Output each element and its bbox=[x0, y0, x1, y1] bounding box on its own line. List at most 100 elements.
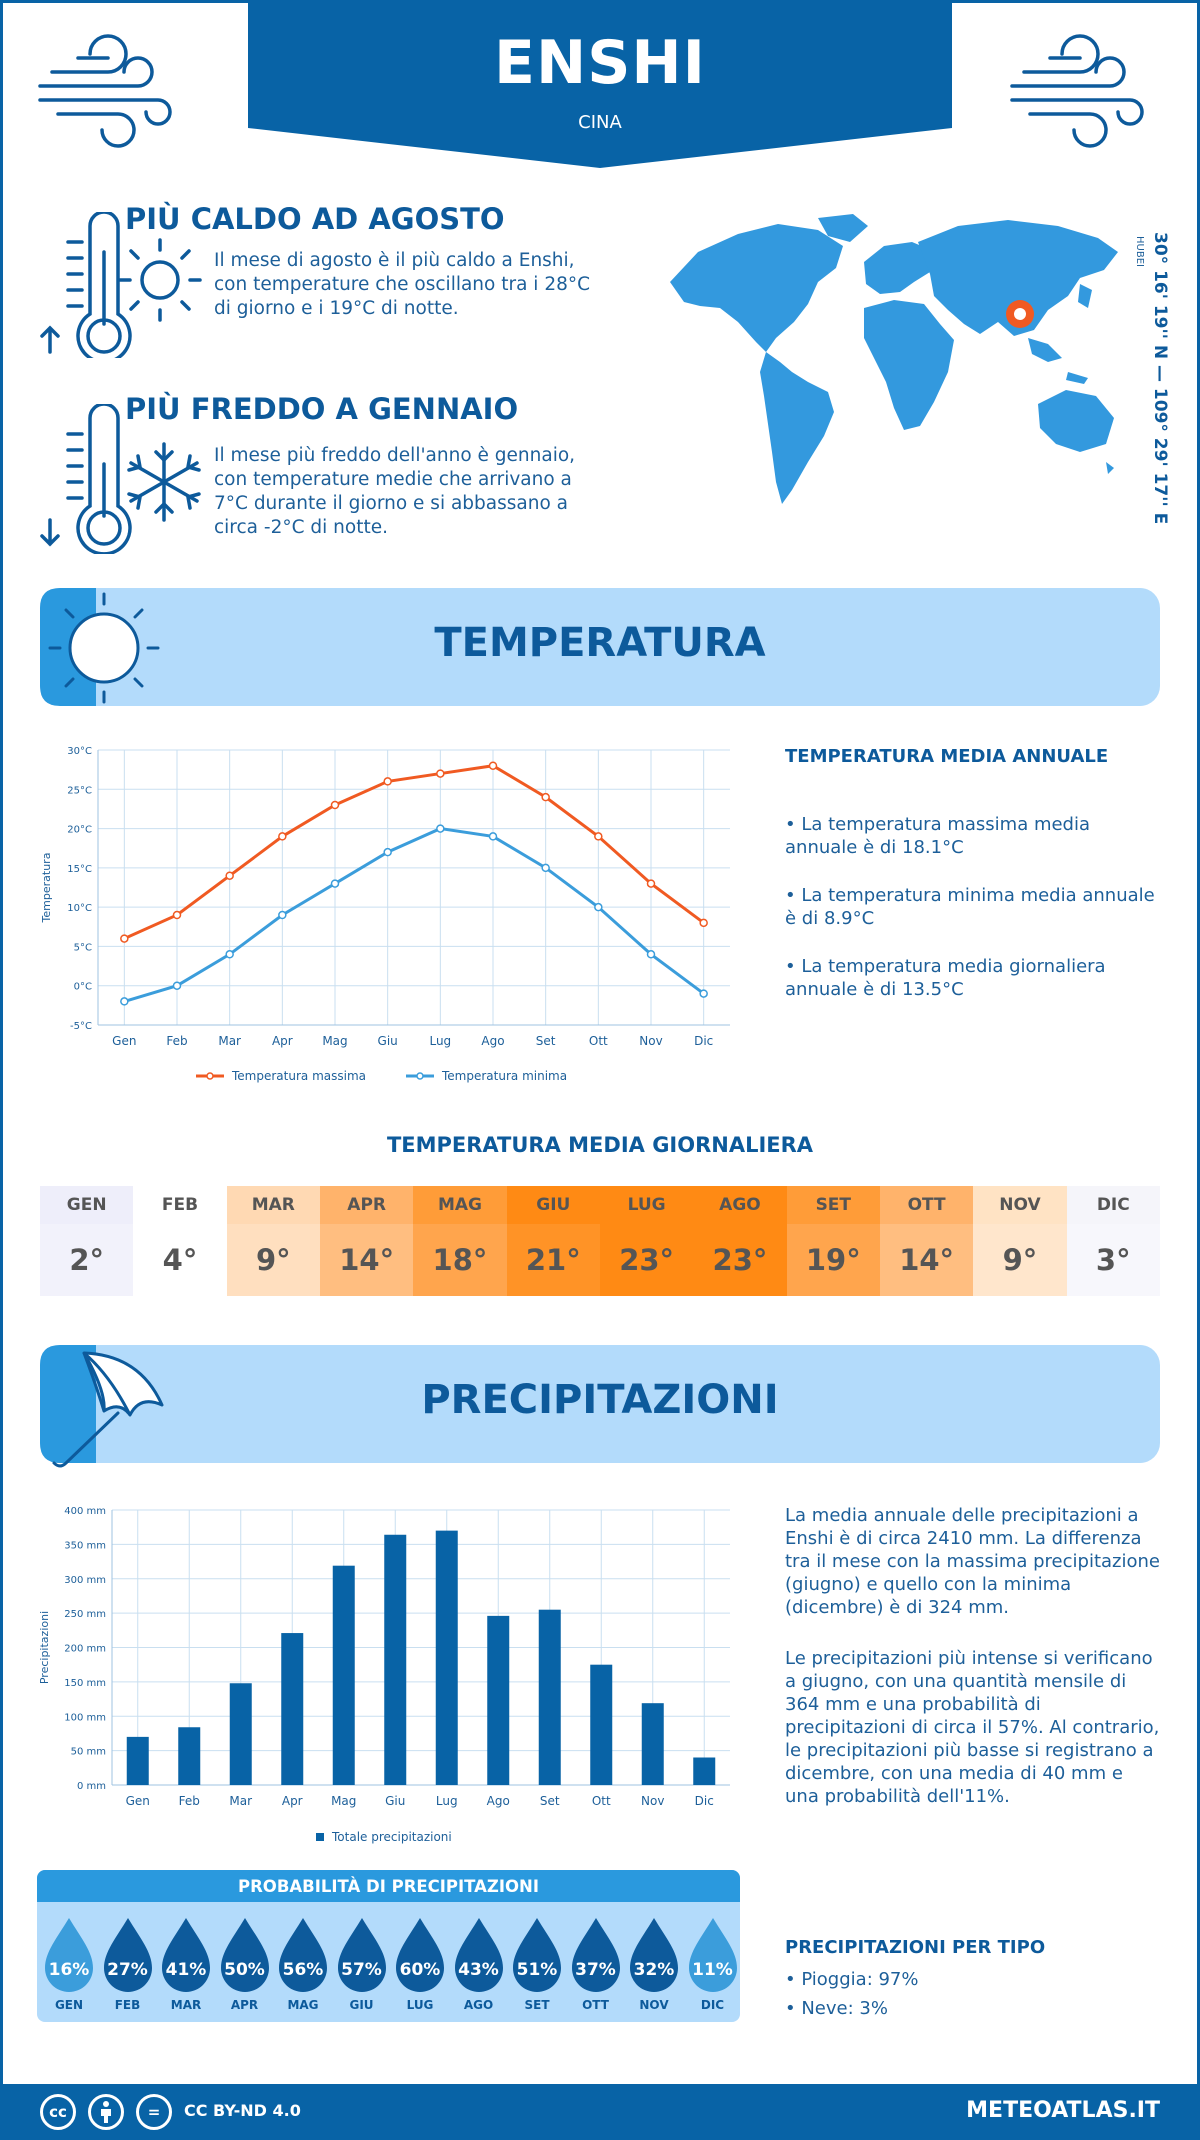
x-tick-label: Lug bbox=[436, 1794, 458, 1808]
precip-bar bbox=[435, 1530, 458, 1785]
y-tick-label: 15°C bbox=[67, 864, 92, 875]
y-tick-label: 400 mm bbox=[64, 1506, 106, 1517]
cc-icon: cc bbox=[40, 2094, 76, 2130]
daily-temp-month: AGO bbox=[693, 1186, 787, 1224]
data-point bbox=[330, 800, 340, 810]
data-point bbox=[594, 902, 603, 912]
precip-drop-percent: 11% bbox=[692, 1960, 733, 1980]
daily-temp-value: 4° bbox=[133, 1224, 227, 1296]
precip-drop-month: DIC bbox=[700, 1998, 725, 2012]
x-tick-label: Set bbox=[540, 1794, 560, 1808]
precipitation-banner: PRECIPITAZIONI bbox=[40, 1345, 1160, 1463]
legend-label: Temperatura massima bbox=[231, 1069, 366, 1083]
x-tick-label: Nov bbox=[639, 1034, 662, 1048]
daily-temp-cell: DIC 3° bbox=[1066, 1186, 1160, 1296]
y-tick-label: 300 mm bbox=[64, 1575, 106, 1586]
daily-temp-month: MAG bbox=[413, 1186, 507, 1224]
x-tick-label: Giu bbox=[385, 1794, 405, 1808]
sun-icon bbox=[40, 588, 160, 706]
x-tick-label: Nov bbox=[641, 1794, 664, 1808]
daily-temp-month: DIC bbox=[1066, 1186, 1160, 1224]
y-tick-label: 0 mm bbox=[77, 1781, 106, 1792]
daily-temp-value: 19° bbox=[786, 1224, 880, 1296]
cold-fact-title: PIÙ FREDDO A GENNAIO bbox=[125, 392, 519, 426]
daily-temp-value: 23° bbox=[693, 1224, 787, 1296]
y-tick-label: -5°C bbox=[70, 1021, 92, 1032]
precip-drop: 43% AGO bbox=[451, 1916, 507, 2016]
x-tick-label: Ago bbox=[487, 1794, 510, 1808]
data-point bbox=[172, 910, 182, 920]
precip-bar bbox=[332, 1565, 355, 1785]
precip-drop-month: GIU bbox=[349, 1998, 374, 2012]
footer: cc = CC BY-ND 4.0 METEOATLAS.IT bbox=[0, 2084, 1200, 2140]
precip-paragraph-2: Le precipitazioni più intense si verific… bbox=[785, 1648, 1160, 1807]
daily-temp-cell: APR 14° bbox=[319, 1186, 414, 1296]
attribution-icon bbox=[88, 2094, 124, 2130]
city-name: ENSHI bbox=[494, 28, 706, 98]
precip-drop: 57% GIU bbox=[334, 1916, 390, 2016]
data-point bbox=[172, 981, 182, 990]
daily-temp-month: NOV bbox=[973, 1186, 1067, 1224]
precip-drop-month: FEB bbox=[114, 1998, 141, 2012]
daily-temp-cell: MAR 9° bbox=[226, 1186, 320, 1296]
daily-temp-month: FEB bbox=[133, 1186, 227, 1224]
y-tick-label: 25°C bbox=[67, 785, 92, 796]
precip-bar bbox=[693, 1757, 716, 1785]
precip-drop: 16% GEN bbox=[41, 1916, 97, 2016]
precip-drop: 50% APR bbox=[217, 1916, 273, 2016]
precip-paragraph-1: La media annuale delle precipitazioni a … bbox=[785, 1505, 1160, 1618]
precip-drop: 60% LUG bbox=[392, 1916, 448, 2016]
data-point bbox=[120, 934, 129, 943]
precip-drop: 56% MAG bbox=[275, 1916, 331, 2016]
y-tick-label: 50 mm bbox=[71, 1747, 106, 1758]
precip-drop-percent: 16% bbox=[48, 1960, 90, 1980]
precip-bar bbox=[126, 1736, 149, 1785]
legend-label: Totale precipitazioni bbox=[331, 1830, 452, 1844]
precip-drop-month: OTT bbox=[582, 1998, 609, 2012]
country-name: CINA bbox=[578, 112, 622, 133]
precip-drop-percent: 60% bbox=[399, 1960, 441, 1980]
data-point bbox=[646, 950, 656, 959]
precip-drop-percent: 57% bbox=[341, 1960, 382, 1980]
precip-drop-month: AGO bbox=[463, 1998, 494, 2012]
daily-temp-cell: GIU 21° bbox=[506, 1186, 600, 1296]
precip-drop-month: GEN bbox=[54, 1998, 84, 2012]
precip-drop: 41% MAR bbox=[158, 1916, 214, 2016]
daily-temp-value: 21° bbox=[506, 1224, 600, 1296]
annual-temp-bullet-mean: • La temperatura media giornaliera annua… bbox=[785, 956, 1106, 1000]
x-tick-label: Set bbox=[536, 1034, 556, 1048]
x-tick-label: Ago bbox=[481, 1034, 504, 1048]
precip-drop-percent: 43% bbox=[458, 1960, 499, 1980]
daily-temp-value: 2° bbox=[40, 1224, 134, 1296]
temperature-chart: -5°C 0°C 5°C 10°C 15°C 20°C 25°C 30°C Gen Feb Mar A… bbox=[40, 746, 730, 1083]
precip-drop-percent: 37% bbox=[575, 1960, 616, 1980]
daily-temp-cell: NOV 9° bbox=[973, 1186, 1067, 1296]
license-text: CC BY-ND 4.0 bbox=[184, 2101, 301, 2120]
site-link[interactable]: METEOATLAS.IT bbox=[966, 2098, 1160, 2123]
precip-bar bbox=[641, 1703, 664, 1785]
cold-fact-text: Il mese più freddo dell'anno è gennaio, … bbox=[214, 445, 576, 538]
data-point bbox=[278, 832, 287, 841]
annual-temp-title: TEMPERATURA MEDIA ANNUALE bbox=[785, 746, 1109, 767]
region-name: HUBEI bbox=[1134, 236, 1145, 267]
daily-temp-month: SET bbox=[786, 1186, 880, 1224]
wind-icon bbox=[1010, 34, 1144, 148]
precipitation-chart: 0 mm 50 mm 100 mm 150 mm 200 mm 250 mm 300 mm 3… bbox=[38, 1506, 730, 1844]
data-point bbox=[225, 950, 234, 959]
data-point bbox=[436, 769, 445, 778]
precip-type-snow: • Neve: 3% bbox=[785, 1998, 888, 2019]
precip-drop: 11% DIC bbox=[685, 1916, 741, 2016]
x-tick-label: Dic bbox=[695, 1794, 714, 1808]
precip-bar bbox=[384, 1534, 407, 1785]
precip-probability-title: PROBABILITÀ DI PRECIPITAZIONI bbox=[37, 1870, 740, 1902]
daily-temp-cell: MAG 18° bbox=[413, 1186, 507, 1296]
wind-icon bbox=[38, 34, 172, 148]
precip-drop-percent: 51% bbox=[516, 1960, 558, 1980]
daily-temp-month: APR bbox=[319, 1186, 414, 1224]
daily-temp-value: 14° bbox=[319, 1224, 414, 1296]
daily-temp-title: TEMPERATURA MEDIA GIORNALIERA bbox=[386, 1133, 814, 1157]
x-tick-label: Apr bbox=[282, 1794, 303, 1808]
daily-temp-month: MAR bbox=[226, 1186, 320, 1224]
daily-temp-month: OTT bbox=[879, 1186, 974, 1224]
daily-temp-cell: OTT 14° bbox=[879, 1186, 974, 1296]
